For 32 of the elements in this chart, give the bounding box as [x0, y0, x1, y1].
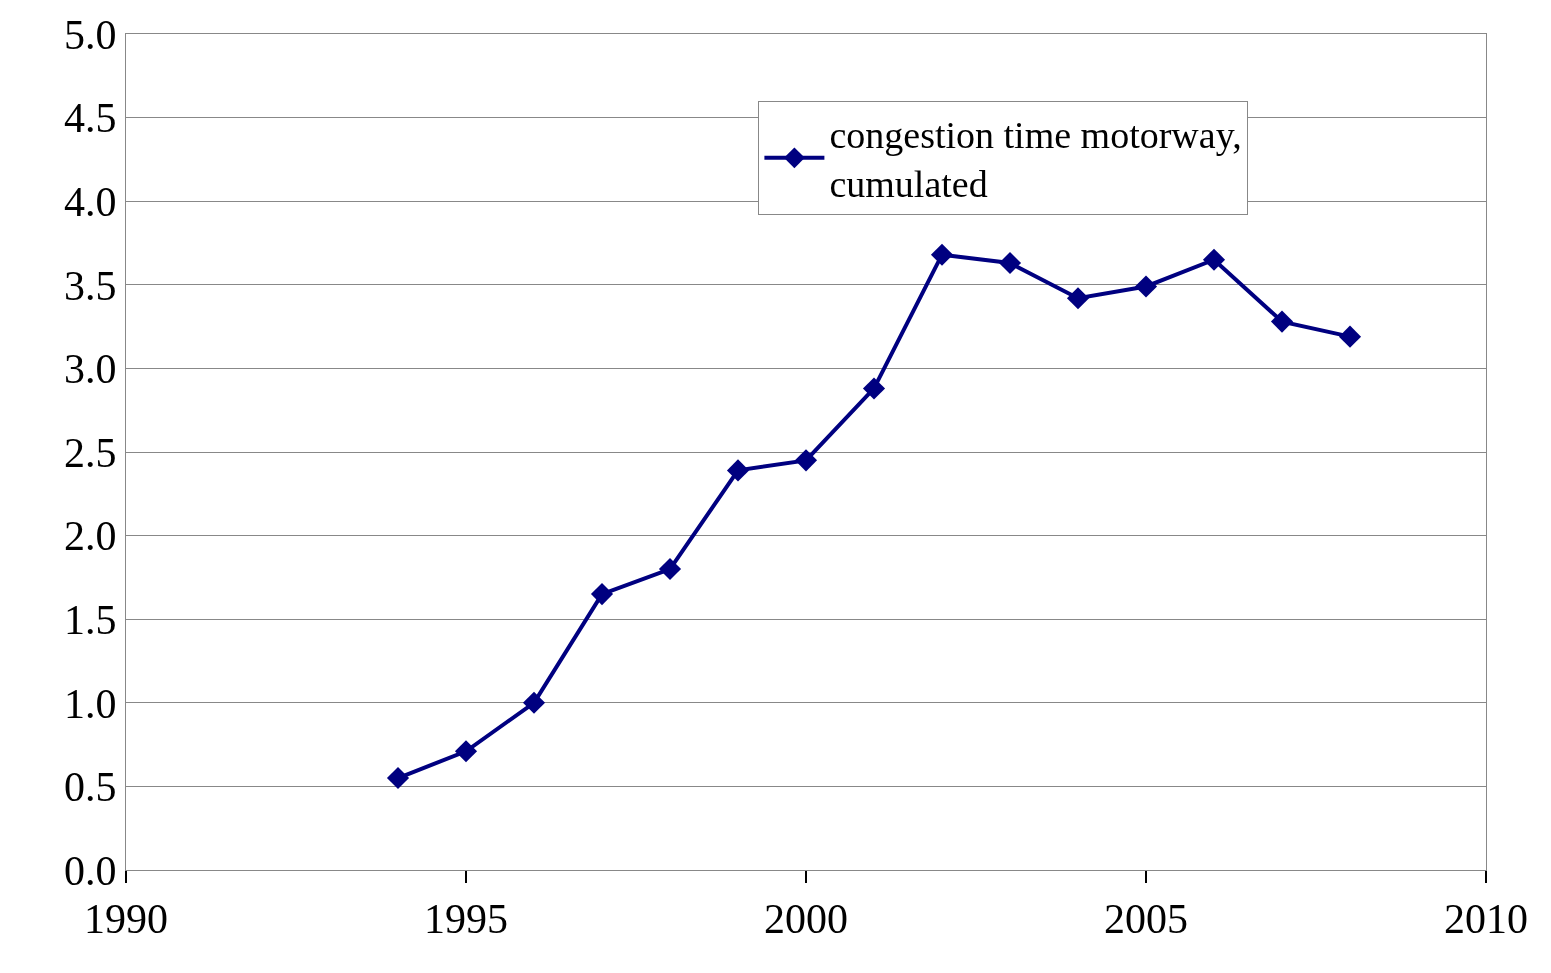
point [1338, 325, 1362, 348]
point [590, 583, 614, 606]
x-tick-label: 1990 [84, 896, 168, 943]
y-tick-label: 2.5 [64, 429, 117, 476]
point [658, 557, 682, 581]
point [726, 459, 750, 482]
y-tick-label: 3.0 [64, 346, 117, 393]
point [1202, 248, 1226, 271]
x-tick-label: 2010 [1444, 896, 1528, 943]
y-tick-label: 0.0 [64, 847, 117, 894]
legend-label: congestion time motorway, cumulated [829, 113, 1242, 206]
point [522, 691, 546, 714]
point [454, 740, 478, 763]
y-tick-label: 0.5 [64, 764, 117, 811]
x-tick-label: 2005 [1104, 896, 1188, 943]
y-tick-label: 3.5 [64, 262, 117, 309]
y-tick-label: 5.0 [64, 11, 117, 58]
x-tick-label: 1995 [424, 896, 508, 943]
x-tick-label: 2000 [764, 896, 848, 943]
point [386, 766, 410, 790]
point [1270, 310, 1294, 333]
point [794, 449, 818, 472]
point [998, 252, 1022, 275]
point [930, 243, 954, 266]
y-tick-label: 4.5 [64, 95, 117, 142]
point [1066, 287, 1090, 310]
y-tick-label: 2.0 [64, 513, 117, 560]
point [1134, 275, 1158, 298]
y-tick-label: 1.5 [64, 596, 117, 643]
y-tick-label: 4.0 [64, 178, 117, 225]
point [862, 377, 886, 400]
y-tick-label: 1.0 [64, 680, 117, 727]
